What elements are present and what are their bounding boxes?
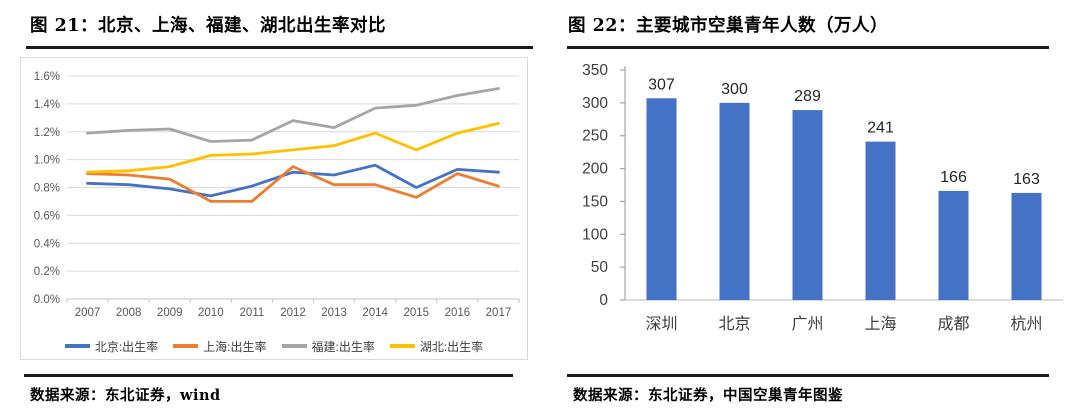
svg-text:2016: 2016 [445, 307, 471, 319]
bar-chart-svg: 0 50 100 150 200 250 300 350 307 深圳 300 北京 289 广州 241 上… [582, 62, 1063, 333]
svg-text:0: 0 [599, 292, 608, 309]
svg-text:150: 150 [582, 193, 608, 210]
legend-swatch [173, 344, 199, 348]
svg-text:289: 289 [794, 88, 821, 105]
legend-label: 福建:出生率 [311, 339, 375, 354]
figure-21-title-rule [26, 46, 533, 49]
svg-text:2014: 2014 [362, 307, 388, 319]
svg-text:2009: 2009 [157, 307, 183, 319]
svg-text:1.6%: 1.6% [34, 71, 60, 83]
svg-text:307: 307 [648, 76, 675, 93]
svg-text:上海: 上海 [864, 315, 896, 333]
svg-text:1.4%: 1.4% [34, 99, 60, 111]
line-chart-svg: 0.0% 0.2% 0.4% 0.6% 0.8% 1.0% 1.2% 1.4% 1.6% 2007… [34, 71, 520, 319]
svg-text:2007: 2007 [75, 307, 101, 319]
svg-text:100: 100 [582, 226, 608, 243]
svg-text:0.4%: 0.4% [34, 238, 60, 250]
figure-21-source-note: 数据来源：东北证券，wind [30, 387, 221, 404]
figure-22-source-note: 数据来源：东北证券，中国空巢青年图鉴 [573, 387, 843, 404]
figure-21-panel: 图 21：北京、上海、福建、湖北出生率对比 0.0% 0.2% 0.4% 0.6% 0.… [20, 16, 533, 404]
svg-text:300: 300 [721, 81, 748, 98]
svg-text:2013: 2013 [321, 307, 347, 319]
legend-swatch [389, 344, 415, 348]
svg-text:1.0%: 1.0% [34, 155, 60, 167]
svg-text:163: 163 [1013, 171, 1040, 188]
svg-text:2015: 2015 [403, 307, 429, 319]
legend-item: 福建:出生率 [281, 338, 375, 355]
svg-text:广州: 广州 [791, 315, 823, 333]
legend-item: 北京:出生率 [64, 338, 159, 355]
svg-text:成都: 成都 [937, 315, 969, 333]
figure-22-footer-rule [567, 374, 1049, 377]
svg-text:2008: 2008 [116, 307, 142, 319]
svg-text:166: 166 [940, 169, 967, 186]
svg-text:350: 350 [582, 62, 608, 79]
legend-swatch [64, 344, 90, 348]
bar-chart: 0 50 100 150 200 250 300 350 307 深圳 300 北京 289 广州 241 上… [560, 56, 1070, 368]
svg-text:深圳: 深圳 [645, 315, 677, 333]
line-chart: 0.0% 0.2% 0.4% 0.6% 0.8% 1.0% 1.2% 1.4% 1.6% 2007… [20, 57, 528, 360]
svg-text:杭州: 杭州 [1010, 315, 1042, 333]
figure-22-panel: 图 22：主要城市空巢青年人数（万人） 0 50 100 150 200 250 300 35… [540, 0, 1080, 411]
line-chart-legend: 北京:出生率 上海:出生率 福建:出生率 湖北:出生率 [21, 334, 527, 358]
svg-text:2010: 2010 [198, 307, 224, 319]
legend-item: 上海:出生率 [173, 338, 267, 355]
figure-22-title: 图 22：主要城市空巢青年人数（万人） [568, 16, 888, 36]
svg-text:2011: 2011 [240, 307, 265, 319]
figure-21-footer-rule [24, 374, 513, 377]
svg-text:0.8%: 0.8% [34, 183, 60, 195]
svg-text:0.0%: 0.0% [34, 294, 60, 306]
svg-text:2017: 2017 [486, 307, 512, 319]
svg-text:2012: 2012 [280, 307, 306, 319]
legend-swatch [281, 344, 307, 348]
figure-21-title: 图 21：北京、上海、福建、湖北出生率对比 [30, 16, 386, 36]
svg-text:1.2%: 1.2% [34, 127, 60, 139]
svg-text:50: 50 [591, 259, 609, 276]
legend-item: 湖北:出生率 [389, 338, 484, 355]
svg-text:200: 200 [582, 161, 608, 178]
legend-label: 湖北:出生率 [419, 339, 484, 354]
legend-label: 北京:出生率 [94, 339, 159, 354]
svg-text:300: 300 [582, 95, 608, 112]
svg-text:0.2%: 0.2% [34, 266, 60, 278]
svg-text:0.6%: 0.6% [34, 210, 60, 222]
figure-22-title-rule [567, 46, 1049, 49]
svg-text:250: 250 [582, 128, 608, 145]
svg-text:241: 241 [867, 120, 894, 137]
legend-label: 上海:出生率 [203, 339, 267, 354]
svg-text:北京: 北京 [718, 315, 750, 333]
